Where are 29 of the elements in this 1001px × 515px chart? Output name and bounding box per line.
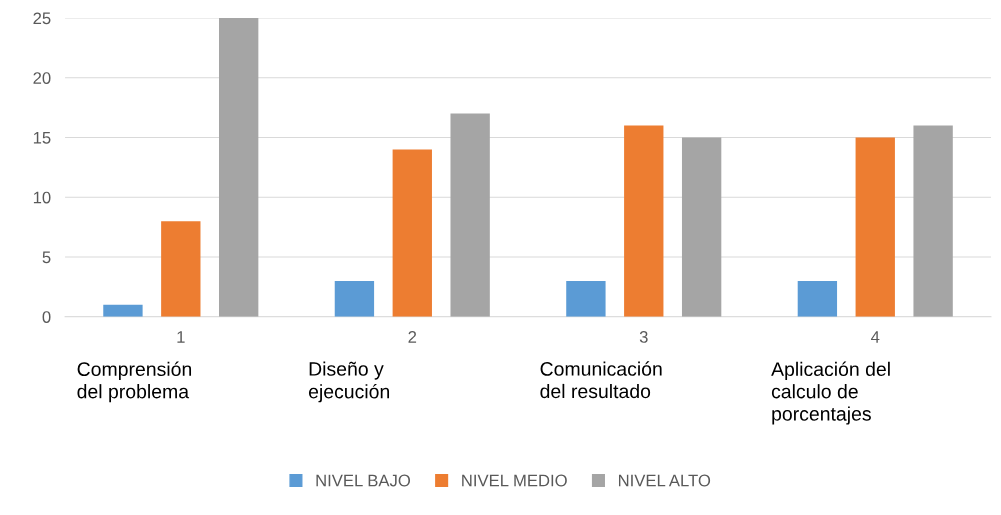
bar: [450, 113, 490, 317]
bar: [681, 137, 722, 317]
x-tick-label: 4: [871, 331, 880, 343]
y-tick-label: 0: [42, 311, 51, 323]
bar: [103, 304, 143, 317]
bar: [624, 125, 664, 317]
bar: [855, 137, 895, 317]
y-tick-label: 25: [33, 12, 51, 25]
text: Diseño y ejecución: [308, 361, 390, 403]
bar: [334, 280, 375, 317]
y-tick-label: 10: [33, 191, 51, 204]
bar: [161, 221, 201, 317]
text: Comunicación del resultado: [540, 361, 662, 399]
x-tick-label: 3: [639, 331, 648, 343]
bar: [392, 149, 432, 317]
legend-label: NIVEL BAJO: [316, 474, 411, 487]
y-tick-label: 5: [42, 251, 51, 264]
bar: [797, 280, 838, 317]
x-tick-label: 2: [408, 331, 417, 343]
bar: [219, 18, 259, 317]
y-tick-label: 15: [33, 132, 51, 144]
y-tick-label: 20: [33, 72, 51, 84]
legend-label: NIVEL ALTO: [618, 474, 711, 487]
text: Comprensión del problema: [77, 361, 192, 403]
bar: [566, 280, 606, 317]
text: Aplicación del calculo de porcentajes: [771, 361, 890, 425]
legend-label: NIVEL MEDIO: [462, 474, 567, 487]
x-tick-label: 1: [177, 331, 185, 343]
bar: [913, 125, 953, 317]
